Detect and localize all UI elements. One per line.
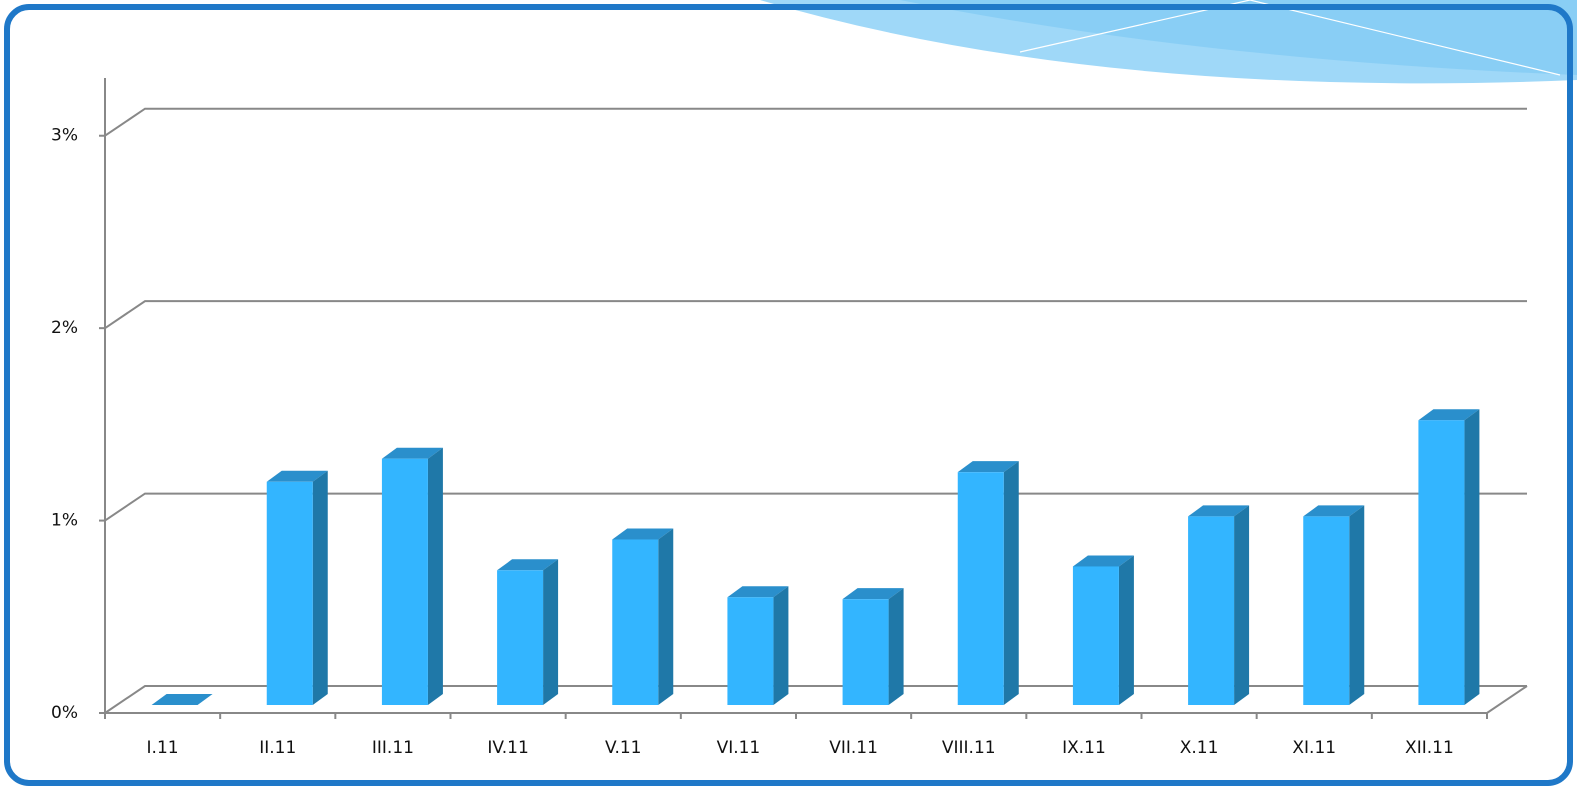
- bar: [543, 559, 558, 705]
- plot: 0% 1% 2% 3% I.11 II.11 III.11 IV.11 V.11 VI.11 VII…: [51, 78, 1527, 758]
- y-tick-label: 2%: [51, 318, 78, 338]
- bar: [1188, 516, 1234, 705]
- x-tick-label: XI.11: [1292, 738, 1336, 758]
- bar: [727, 597, 773, 705]
- x-tick-label: II.11: [259, 738, 296, 758]
- x-tick-label: IX.11: [1062, 738, 1106, 758]
- bar: [1464, 409, 1479, 705]
- x-tick-label: X.11: [1180, 738, 1219, 758]
- bar: [267, 482, 313, 705]
- y-tick-label: 3%: [51, 126, 78, 146]
- x-tick-label: V.11: [605, 738, 641, 758]
- bar: [1349, 505, 1364, 705]
- bar: [313, 471, 328, 705]
- x-tick-label: VII.11: [829, 738, 878, 758]
- grid-line: [105, 109, 1527, 136]
- bar: [1119, 555, 1134, 705]
- bar: [152, 694, 213, 705]
- bar: [428, 448, 443, 705]
- bar: [382, 459, 428, 705]
- y-tick-label: 0%: [51, 703, 78, 723]
- bar: [958, 472, 1004, 705]
- y-tick-label: 1%: [51, 511, 78, 531]
- bar: [773, 586, 788, 705]
- bar: [889, 588, 904, 705]
- bar: [843, 599, 889, 705]
- bar: [1303, 516, 1349, 705]
- x-tick-label: IV.11: [487, 738, 529, 758]
- x-tick-label: VI.11: [717, 738, 761, 758]
- x-tick-label: I.11: [147, 738, 179, 758]
- bar: [1073, 566, 1119, 705]
- bar: [1004, 461, 1019, 705]
- bar: [658, 529, 673, 705]
- bar: [1418, 420, 1464, 705]
- bar: [612, 540, 658, 705]
- bar: [1234, 505, 1249, 705]
- page: 0% 1% 2% 3% I.11 II.11 III.11 IV.11 V.11 VI.11 VII…: [0, 0, 1577, 789]
- chart: 0% 1% 2% 3% I.11 II.11 III.11 IV.11 V.11 VI.11 VII…: [0, 0, 1577, 789]
- grid-line: [105, 301, 1527, 328]
- x-tick-label: XII.11: [1405, 738, 1454, 758]
- x-tick-label: VIII.11: [942, 738, 996, 758]
- x-tick-label: III.11: [372, 738, 414, 758]
- bar: [497, 570, 543, 705]
